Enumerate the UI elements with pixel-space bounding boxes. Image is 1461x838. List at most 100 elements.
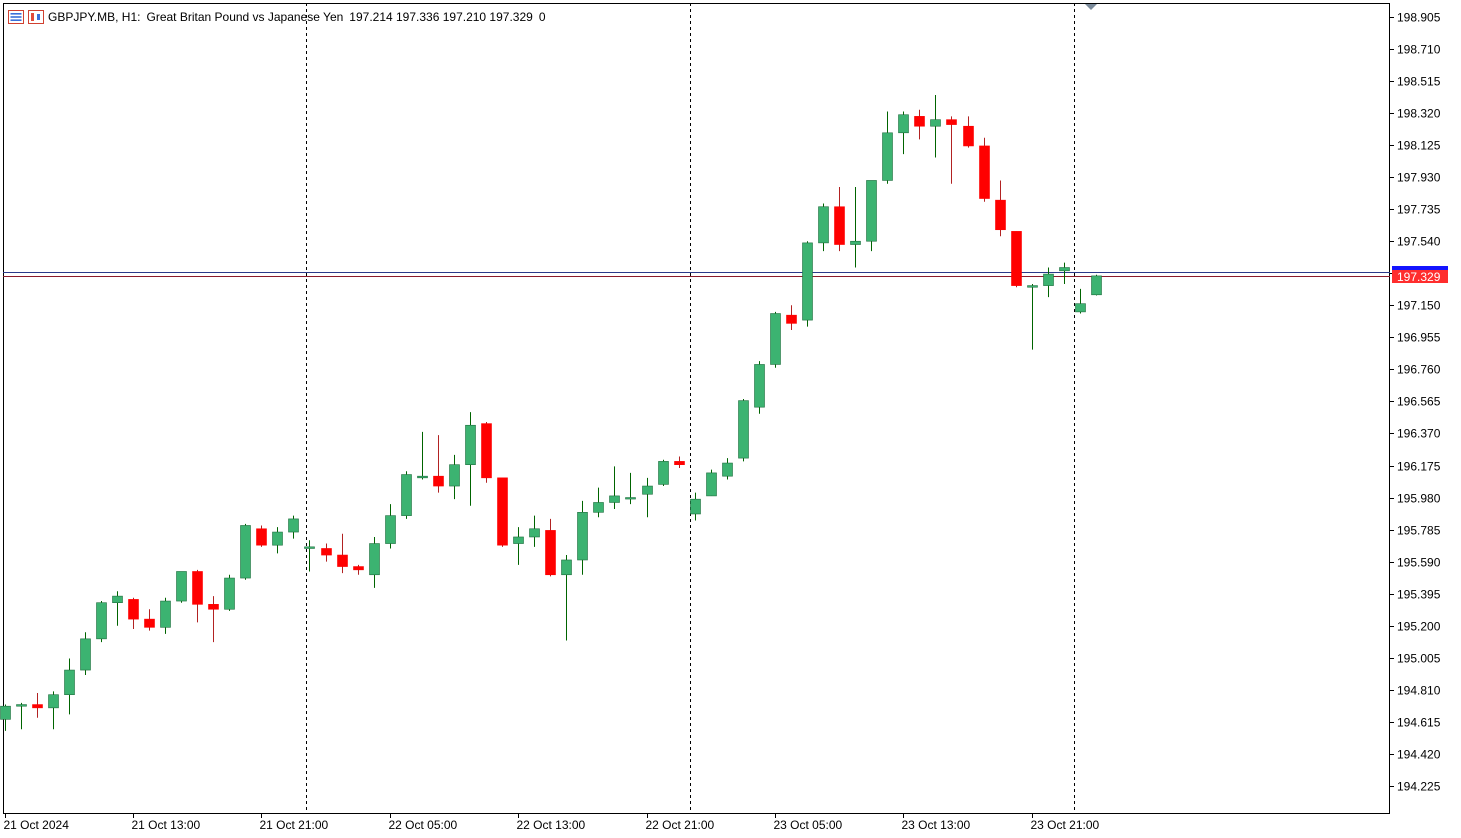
candle[interactable]	[1059, 262, 1070, 284]
x-axis-tick-label: 21 Oct 2024	[4, 818, 70, 832]
candle-body-bull	[882, 132, 893, 181]
candle[interactable]	[112, 591, 123, 626]
candle-body-bull	[48, 694, 59, 709]
candle[interactable]	[224, 574, 235, 611]
candle[interactable]	[834, 187, 845, 252]
candle-body-bear	[946, 119, 957, 125]
candle-body-bear	[979, 145, 990, 199]
candle-body-bull	[658, 461, 669, 485]
chart-menu-icon[interactable]	[8, 10, 24, 24]
candle[interactable]	[337, 533, 348, 574]
candle[interactable]	[545, 518, 556, 577]
candle[interactable]	[770, 311, 781, 368]
candle[interactable]	[963, 116, 974, 148]
chart-template-icon[interactable]	[28, 10, 44, 24]
candle[interactable]	[304, 540, 315, 572]
candle-body-bear	[192, 571, 203, 605]
candle-body-bull	[449, 464, 460, 487]
candle[interactable]	[946, 116, 957, 184]
plot-area[interactable]	[3, 3, 1390, 814]
candle[interactable]	[609, 466, 620, 510]
candle[interactable]	[321, 543, 332, 562]
candle[interactable]	[674, 456, 685, 468]
candle[interactable]	[465, 412, 476, 506]
candle[interactable]	[353, 564, 364, 575]
y-axis-tick-label: 196.760	[1397, 363, 1441, 377]
candle[interactable]	[914, 109, 925, 140]
candle[interactable]	[642, 477, 653, 518]
candle[interactable]	[256, 525, 267, 547]
candle[interactable]	[625, 472, 636, 505]
candle[interactable]	[1043, 267, 1054, 298]
candle[interactable]	[417, 431, 428, 480]
candle[interactable]	[369, 536, 380, 588]
candle[interactable]	[754, 361, 765, 414]
y-axis-tick-label: 197.150	[1397, 299, 1441, 313]
candle[interactable]	[513, 527, 524, 565]
y-axis-tick-label: 196.370	[1397, 427, 1441, 441]
chart-symbol: GBPJPY.MB, H1:	[48, 10, 141, 24]
candle-body-bear	[353, 566, 364, 571]
x-axis-tick-label: 22 Oct 05:00	[389, 818, 458, 832]
candle-body-bull	[96, 602, 107, 640]
candle[interactable]	[593, 487, 604, 518]
candle[interactable]	[208, 596, 219, 643]
candle[interactable]	[722, 458, 733, 480]
candle[interactable]	[898, 111, 909, 155]
candle[interactable]	[401, 471, 412, 519]
candle[interactable]	[240, 523, 251, 580]
y-axis-tick-label: 198.125	[1397, 139, 1441, 153]
candle-body-bull	[385, 515, 396, 544]
y-axis-tick-label: 196.175	[1397, 460, 1441, 474]
candle[interactable]	[144, 609, 155, 631]
candle[interactable]	[738, 398, 749, 462]
candle[interactable]	[786, 305, 797, 330]
x-axis-tick-label: 22 Oct 13:00	[517, 818, 586, 832]
candle[interactable]	[32, 693, 43, 718]
candle[interactable]	[96, 601, 107, 643]
candle[interactable]	[497, 477, 508, 547]
candle[interactable]	[882, 111, 893, 184]
candle[interactable]	[385, 504, 396, 549]
candle[interactable]	[930, 95, 941, 158]
candle[interactable]	[866, 180, 877, 252]
candle[interactable]	[449, 454, 460, 500]
candle[interactable]	[1075, 288, 1086, 314]
candle[interactable]	[272, 527, 283, 554]
candle[interactable]	[979, 137, 990, 202]
candle[interactable]	[802, 241, 813, 327]
candle-body-bear	[433, 475, 444, 487]
candle[interactable]	[818, 203, 829, 252]
candle[interactable]	[1091, 274, 1102, 296]
candle[interactable]	[706, 469, 717, 497]
candle[interactable]	[16, 702, 27, 730]
candle-body-bull	[818, 206, 829, 244]
scroll-marker-icon[interactable]	[1085, 4, 1097, 10]
candle[interactable]	[561, 555, 572, 641]
candle[interactable]	[995, 180, 1006, 237]
candle[interactable]	[64, 658, 75, 715]
candle[interactable]	[192, 569, 203, 623]
candle[interactable]	[128, 597, 139, 629]
ask-price-tag	[1392, 266, 1448, 271]
candle[interactable]	[80, 632, 91, 675]
candle[interactable]	[481, 421, 492, 483]
candle[interactable]	[529, 515, 540, 547]
candle[interactable]	[48, 691, 59, 730]
candle-body-bull	[609, 495, 620, 503]
candle[interactable]	[433, 435, 444, 493]
chart-header: GBPJPY.MB, H1: Great Britan Pound vs Jap…	[8, 8, 546, 26]
candle[interactable]	[577, 500, 588, 575]
candle[interactable]	[690, 492, 701, 521]
candle[interactable]	[0, 704, 11, 731]
candle[interactable]	[1027, 283, 1038, 350]
candle[interactable]	[160, 597, 171, 634]
candle-body-bull	[706, 472, 717, 497]
candle[interactable]	[176, 571, 187, 603]
candle[interactable]	[288, 515, 299, 539]
candle[interactable]	[1011, 231, 1022, 288]
candle[interactable]	[850, 187, 861, 268]
candle[interactable]	[658, 459, 669, 487]
